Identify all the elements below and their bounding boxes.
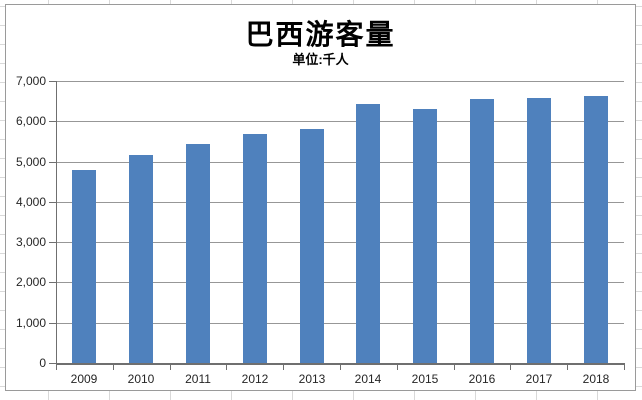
bar-2016[interactable] bbox=[470, 99, 494, 363]
x-axis-label-2017: 2017 bbox=[525, 372, 553, 386]
y-axis-tick bbox=[49, 363, 56, 364]
y-axis-tick bbox=[49, 202, 56, 203]
x-axis-tick bbox=[510, 365, 511, 370]
y-axis-tick bbox=[49, 162, 56, 163]
bar-2010[interactable] bbox=[129, 155, 153, 363]
x-axis-tick bbox=[170, 365, 171, 370]
y-axis-tick bbox=[49, 121, 56, 122]
y-axis-label: 4,000 bbox=[15, 195, 46, 209]
y-axis-label: 2,000 bbox=[15, 275, 46, 289]
y-axis-label: 0 bbox=[39, 356, 46, 370]
y-axis-tick bbox=[49, 242, 56, 243]
y-axis-line bbox=[56, 81, 57, 364]
x-axis-label-2015: 2015 bbox=[411, 372, 439, 386]
x-axis-line bbox=[56, 363, 625, 365]
y-axis-label: 3,000 bbox=[15, 235, 46, 249]
bar-2017[interactable] bbox=[527, 98, 551, 363]
chart-area[interactable]: 巴西游客量 单位:千人 7,000 6,000 5,000 4,000 3,000 2,0… bbox=[5, 4, 636, 391]
x-axis-tick bbox=[624, 365, 625, 370]
y-axis-label: 1,000 bbox=[15, 316, 46, 330]
x-axis-label-2009: 2009 bbox=[70, 372, 98, 386]
plot-area bbox=[56, 81, 624, 363]
y-axis-label: 7,000 bbox=[15, 74, 46, 88]
y-axis-label: 5,000 bbox=[15, 155, 46, 169]
bar-2012[interactable] bbox=[243, 134, 267, 363]
chart-subtitle: 单位:千人 bbox=[292, 52, 349, 67]
x-axis-tick bbox=[56, 365, 57, 370]
bar-2013[interactable] bbox=[300, 129, 324, 363]
x-axis-tick bbox=[226, 365, 227, 370]
x-axis-tick bbox=[340, 365, 341, 370]
gridline bbox=[56, 81, 624, 82]
gridline bbox=[56, 242, 624, 243]
bar-2011[interactable] bbox=[186, 144, 210, 363]
chart-title: 巴西游客量 bbox=[245, 18, 396, 51]
gridline bbox=[56, 121, 624, 122]
x-axis-label-2011: 2011 bbox=[185, 372, 211, 386]
x-axis-tick bbox=[283, 365, 284, 370]
x-axis-tick bbox=[567, 365, 568, 370]
y-axis-tick bbox=[49, 282, 56, 283]
y-axis-tick bbox=[49, 323, 56, 324]
gridline bbox=[56, 282, 624, 283]
x-axis-label-2016: 2016 bbox=[468, 372, 496, 386]
x-axis-tick bbox=[454, 365, 455, 370]
bar-2018[interactable] bbox=[584, 96, 608, 363]
y-axis-tick bbox=[49, 81, 56, 82]
x-axis-tick bbox=[113, 365, 114, 370]
gridline bbox=[56, 323, 624, 324]
gridline bbox=[56, 202, 624, 203]
bar-2014[interactable] bbox=[356, 104, 380, 363]
x-axis-label-2010: 2010 bbox=[127, 372, 155, 386]
bar-2015[interactable] bbox=[413, 109, 437, 363]
gridline bbox=[56, 162, 624, 163]
x-axis-label-2018: 2018 bbox=[582, 372, 610, 386]
y-axis-label: 6,000 bbox=[15, 114, 46, 128]
bar-2009[interactable] bbox=[72, 170, 96, 363]
x-axis-label-2014: 2014 bbox=[354, 372, 382, 386]
x-axis-label-2013: 2013 bbox=[298, 372, 326, 386]
x-axis-label-2012: 2012 bbox=[241, 372, 269, 386]
x-axis-tick bbox=[397, 365, 398, 370]
